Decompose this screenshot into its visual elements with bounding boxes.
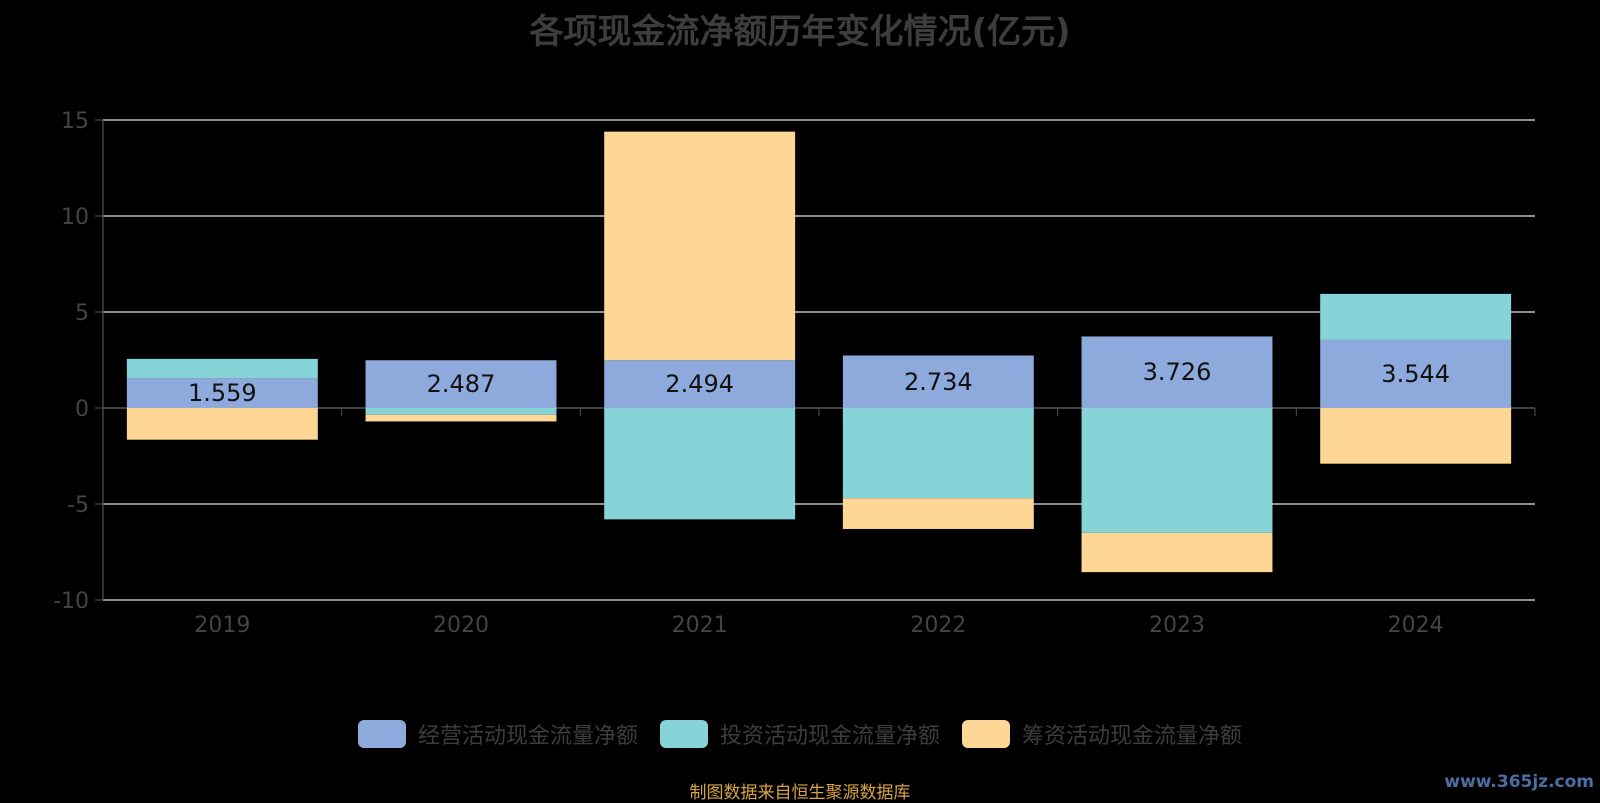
legend-item-investing[interactable]: 投资活动现金流量净额 xyxy=(659,718,940,750)
bar-financing-2019 xyxy=(126,408,318,440)
x-tick-label: 2022 xyxy=(910,613,966,638)
y-tick-label: -5 xyxy=(67,493,89,518)
legend-label-investing: 投资活动现金流量净额 xyxy=(719,724,940,749)
bar-financing-2020 xyxy=(365,414,557,422)
bar-financing-2022 xyxy=(842,498,1034,529)
y-tick-label: 10 xyxy=(61,205,89,230)
bar-operating-2020 xyxy=(365,360,557,408)
x-tick-label: 2024 xyxy=(1388,613,1444,638)
data-label: 2.487 xyxy=(427,370,496,398)
bar-investing-2023 xyxy=(1081,408,1273,533)
bar-operating-2024 xyxy=(1320,339,1512,408)
legend-item-financing[interactable]: 筹资活动现金流量净额 xyxy=(962,718,1242,750)
data-label: 2.734 xyxy=(904,368,973,396)
data-label: 3.544 xyxy=(1381,360,1450,388)
data-source-note: 制图数据来自恒生聚源数据库 xyxy=(689,783,911,803)
bar-operating-2023 xyxy=(1081,336,1273,408)
bar-financing-2021 xyxy=(604,131,796,361)
bar-investing-2022 xyxy=(842,408,1034,499)
legend-swatch-financing xyxy=(962,720,1010,748)
legend-label-financing: 筹资活动现金流量净额 xyxy=(1022,724,1243,749)
legend-label-operating: 经营活动现金流量净额 xyxy=(417,724,638,749)
x-tick-label: 2019 xyxy=(194,613,250,638)
x-tick-label: 2023 xyxy=(1149,613,1205,638)
bar-operating-2021 xyxy=(604,360,796,408)
data-label: 3.726 xyxy=(1143,358,1212,386)
bar-operating-2022 xyxy=(842,355,1034,408)
chart-title: 各项现金流净额历年变化情况(亿元) xyxy=(529,12,1071,52)
data-label: 1.559 xyxy=(188,379,257,407)
bar-investing-2021 xyxy=(604,408,796,520)
y-tick-label: 0 xyxy=(75,397,89,422)
y-tick-label: 15 xyxy=(61,109,89,134)
y-tick-label: -10 xyxy=(53,589,89,614)
stacked-bar-chart: -10 -5 0 5 10 15 1.559 2019 2.487 2020 2.494 2021 2.… xyxy=(53,109,1536,638)
watermark: www.365jz.com xyxy=(1444,772,1594,792)
bar-financing-2024 xyxy=(1320,408,1512,464)
data-label: 2.494 xyxy=(665,370,734,398)
bar-investing-2019 xyxy=(126,358,318,379)
legend-item-operating[interactable]: 经营活动现金流量净额 xyxy=(357,718,638,750)
y-tick-label: 5 xyxy=(75,301,89,326)
x-tick-label: 2020 xyxy=(433,613,489,638)
bar-financing-2023 xyxy=(1081,532,1273,573)
bar-investing-2020 xyxy=(365,408,557,415)
x-tick-label: 2021 xyxy=(672,613,728,638)
bar-operating-2019 xyxy=(126,378,318,408)
legend-swatch-operating xyxy=(357,720,406,748)
legend: 经营活动现金流量净额 投资活动现金流量净额 筹资活动现金流量净额 xyxy=(0,718,1600,750)
bar-investing-2024 xyxy=(1320,293,1512,340)
legend-swatch-investing xyxy=(659,720,708,748)
